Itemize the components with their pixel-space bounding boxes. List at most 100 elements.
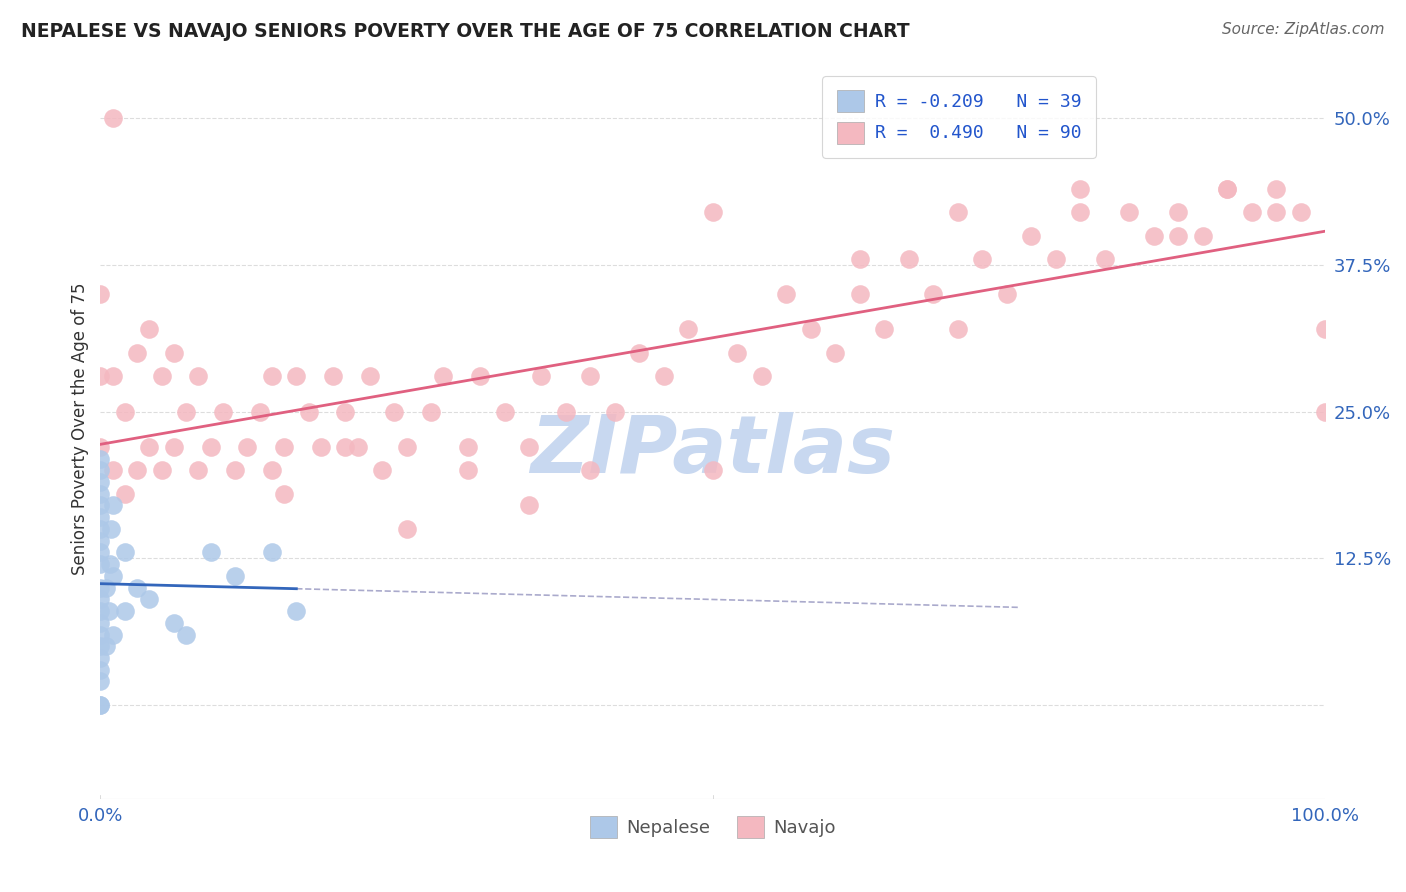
Point bbox=[849, 252, 872, 266]
Point bbox=[1240, 205, 1263, 219]
Point bbox=[1315, 322, 1337, 336]
Point bbox=[922, 287, 945, 301]
Point bbox=[101, 463, 124, 477]
Point bbox=[824, 346, 846, 360]
Point bbox=[800, 322, 823, 336]
Point bbox=[101, 569, 124, 583]
Point bbox=[89, 499, 111, 513]
Point bbox=[249, 404, 271, 418]
Point bbox=[285, 604, 308, 618]
Point bbox=[579, 369, 602, 384]
Point bbox=[530, 369, 553, 384]
Point bbox=[849, 287, 872, 301]
Point bbox=[114, 545, 136, 559]
Point bbox=[96, 640, 118, 654]
Point bbox=[89, 674, 111, 689]
Point bbox=[579, 463, 602, 477]
Point bbox=[163, 346, 186, 360]
Point bbox=[346, 440, 368, 454]
Point bbox=[260, 369, 283, 384]
Point bbox=[89, 545, 111, 559]
Point bbox=[309, 440, 332, 454]
Point bbox=[873, 322, 896, 336]
Point bbox=[138, 440, 160, 454]
Text: ZIPatlas: ZIPatlas bbox=[530, 412, 896, 491]
Point bbox=[174, 404, 197, 418]
Point bbox=[775, 287, 797, 301]
Point bbox=[200, 440, 222, 454]
Point bbox=[211, 404, 233, 418]
Point bbox=[297, 404, 319, 418]
Point bbox=[371, 463, 394, 477]
Point bbox=[494, 404, 516, 418]
Point bbox=[702, 463, 724, 477]
Point bbox=[127, 463, 149, 477]
Point bbox=[678, 322, 700, 336]
Point bbox=[1143, 228, 1166, 243]
Point bbox=[420, 404, 443, 418]
Point bbox=[101, 627, 124, 641]
Point bbox=[97, 604, 120, 618]
Point bbox=[89, 463, 111, 477]
Point bbox=[382, 404, 405, 418]
Point bbox=[652, 369, 675, 384]
Point bbox=[174, 627, 197, 641]
Point bbox=[163, 615, 186, 630]
Point bbox=[554, 404, 576, 418]
Point bbox=[114, 404, 136, 418]
Point bbox=[628, 346, 651, 360]
Point bbox=[89, 440, 111, 454]
Point bbox=[150, 369, 173, 384]
Point bbox=[1167, 205, 1189, 219]
Point bbox=[150, 463, 173, 477]
Point bbox=[187, 463, 209, 477]
Point bbox=[1167, 228, 1189, 243]
Point bbox=[89, 557, 111, 571]
Point bbox=[468, 369, 491, 384]
Point bbox=[946, 205, 969, 219]
Point bbox=[138, 592, 160, 607]
Point bbox=[138, 322, 160, 336]
Point bbox=[1045, 252, 1067, 266]
Point bbox=[127, 346, 149, 360]
Point bbox=[101, 112, 124, 126]
Point bbox=[1094, 252, 1116, 266]
Point bbox=[725, 346, 748, 360]
Point bbox=[89, 698, 111, 712]
Point bbox=[89, 522, 111, 536]
Text: NEPALESE VS NAVAJO SENIORS POVERTY OVER THE AGE OF 75 CORRELATION CHART: NEPALESE VS NAVAJO SENIORS POVERTY OVER … bbox=[21, 22, 910, 41]
Point bbox=[260, 463, 283, 477]
Point bbox=[1216, 182, 1239, 196]
Point bbox=[89, 510, 111, 524]
Point bbox=[1069, 182, 1091, 196]
Point bbox=[187, 369, 209, 384]
Point bbox=[89, 698, 111, 712]
Point bbox=[89, 615, 111, 630]
Point bbox=[285, 369, 308, 384]
Point bbox=[1289, 205, 1312, 219]
Y-axis label: Seniors Poverty Over the Age of 75: Seniors Poverty Over the Age of 75 bbox=[72, 283, 89, 575]
Point bbox=[89, 369, 111, 384]
Point bbox=[89, 663, 111, 677]
Point bbox=[395, 522, 418, 536]
Point bbox=[1021, 228, 1043, 243]
Point bbox=[273, 440, 295, 454]
Point bbox=[89, 592, 111, 607]
Point bbox=[114, 604, 136, 618]
Point bbox=[101, 369, 124, 384]
Point bbox=[89, 581, 111, 595]
Point bbox=[1315, 404, 1337, 418]
Point bbox=[100, 522, 122, 536]
Point bbox=[603, 404, 626, 418]
Point bbox=[89, 487, 111, 501]
Point bbox=[1118, 205, 1140, 219]
Point bbox=[359, 369, 381, 384]
Point bbox=[89, 640, 111, 654]
Point bbox=[273, 487, 295, 501]
Point bbox=[89, 533, 111, 548]
Point bbox=[432, 369, 454, 384]
Legend: Nepalese, Navajo: Nepalese, Navajo bbox=[582, 809, 844, 846]
Point bbox=[335, 404, 357, 418]
Point bbox=[89, 604, 111, 618]
Point bbox=[751, 369, 773, 384]
